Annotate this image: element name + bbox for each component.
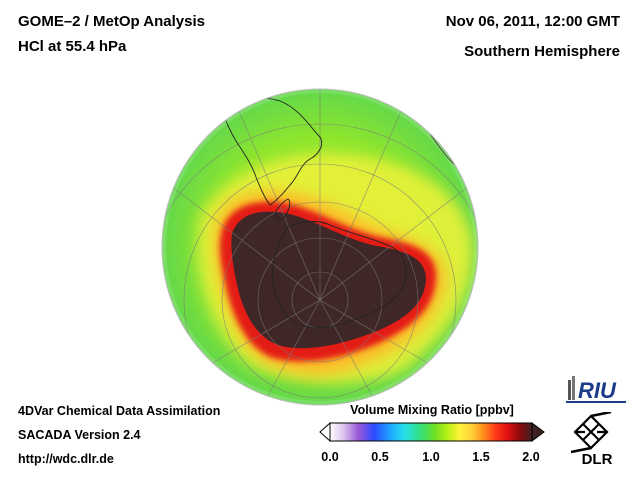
graticule [162, 89, 478, 405]
dlr-logo-text: DLR [582, 451, 613, 468]
riu-logo: RIU [566, 376, 626, 403]
colorbar-tick-3: 1.5 [472, 450, 490, 464]
method-label: 4DVar Chemical Data Assimilation [18, 404, 221, 418]
version-label: SACADA Version 2.4 [18, 428, 141, 442]
colorbar-tick-2: 1.0 [422, 450, 440, 464]
dlr-emblem-icon [570, 412, 612, 454]
datetime-label: Nov 06, 2011, 12:00 GMT [445, 13, 620, 30]
riu-logo-text: RIU [578, 378, 617, 403]
colorbar-tick-0: 0.0 [321, 450, 339, 464]
source-url: http://wdc.dlr.de [18, 452, 114, 466]
colorbar-max-arrow [531, 422, 545, 442]
map-title: GOME–2 / MetOp Analysis [18, 13, 205, 30]
colorbar-tick-1: 0.5 [371, 450, 389, 464]
region-label: Southern Hemisphere [464, 43, 620, 60]
south-america-coast [219, 97, 323, 206]
globe-outline [161, 88, 479, 406]
antarctic-peninsula-coast [275, 198, 291, 220]
colorbar-gradient [329, 422, 533, 442]
colorbar [319, 421, 545, 443]
species-label: HCl at 55.4 hPa [18, 38, 127, 55]
antarctica-coast [271, 220, 407, 329]
hemisphere-map [161, 88, 479, 406]
colorbar-min-arrow [319, 421, 331, 443]
dlr-logo: DLR [570, 412, 613, 468]
colorbar-tick-4: 2.0 [522, 450, 540, 464]
colorbar-title: Volume Mixing Ratio [ppbv] [350, 403, 514, 417]
